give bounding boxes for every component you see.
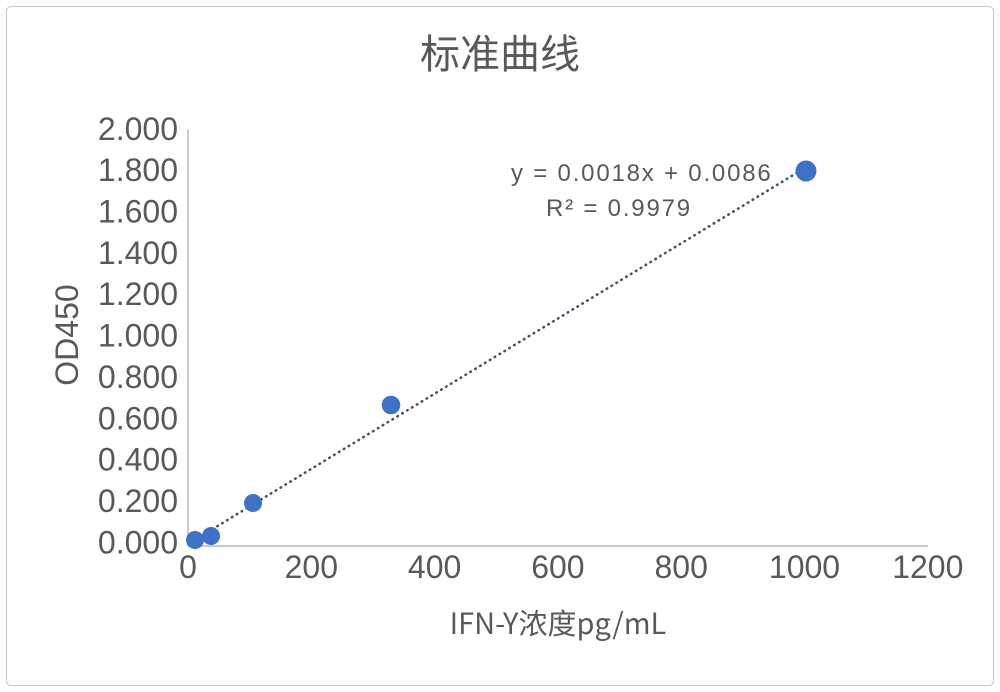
svg-text:0.600: 0.600 (98, 400, 178, 436)
svg-text:1.400: 1.400 (98, 235, 178, 271)
svg-text:2.000: 2.000 (98, 111, 178, 147)
svg-text:200: 200 (285, 549, 338, 585)
svg-text:1.200: 1.200 (98, 276, 178, 312)
svg-text:1200: 1200 (892, 549, 963, 585)
svg-text:0.000: 0.000 (98, 524, 178, 560)
svg-text:800: 800 (655, 549, 708, 585)
svg-text:0: 0 (179, 549, 197, 585)
svg-text:1.800: 1.800 (98, 152, 178, 188)
svg-text:R² = 0.9979: R² = 0.9979 (546, 195, 692, 222)
svg-text:1000: 1000 (769, 549, 840, 585)
svg-text:0.200: 0.200 (98, 483, 178, 519)
svg-text:400: 400 (408, 549, 461, 585)
svg-text:0.400: 0.400 (98, 442, 178, 478)
svg-text:1.000: 1.000 (98, 318, 178, 354)
svg-text:y = 0.0018x + 0.0086: y = 0.0018x + 0.0086 (511, 160, 773, 187)
svg-text:600: 600 (531, 549, 584, 585)
svg-text:1.600: 1.600 (98, 194, 178, 230)
svg-text:0.800: 0.800 (98, 359, 178, 395)
